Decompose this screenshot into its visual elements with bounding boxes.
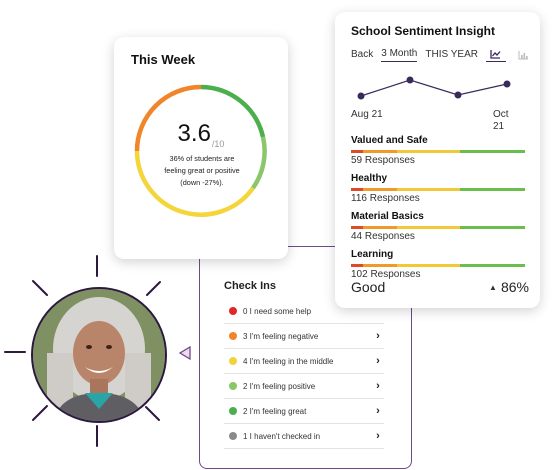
metric-distribution-bar xyxy=(351,188,525,191)
ring-segment-orange xyxy=(134,84,202,152)
status-dot-icon xyxy=(229,357,237,365)
range-start-label: Aug 21 xyxy=(351,109,383,120)
checkin-row[interactable]: 4 I'm feeling in the middle › xyxy=(224,349,384,374)
overall-percentage: ▲ 86% xyxy=(489,279,529,295)
bar-segment-orange xyxy=(363,264,397,267)
metric-response-count: 116 Responses xyxy=(351,193,420,204)
triangle-marker-icon xyxy=(178,346,191,360)
week-summary-text: 36% of students are feeling great or pos… xyxy=(164,154,240,187)
bar-segment-orange xyxy=(363,150,397,153)
week-title: This Week xyxy=(131,52,196,67)
chevron-right-icon[interactable]: › xyxy=(376,405,380,417)
range-end-label: Oct 21 xyxy=(493,109,509,132)
bar-segment-green xyxy=(460,188,525,191)
status-dot-icon xyxy=(229,307,237,315)
score-value: 3.6 xyxy=(177,120,211,147)
overall-rating: Good ▲ 86% xyxy=(351,279,529,295)
tab-this-year[interactable]: THIS YEAR xyxy=(425,49,478,60)
sentiment-ring-gauge xyxy=(134,84,267,217)
metric-distribution-bar xyxy=(351,150,525,153)
chevron-right-icon[interactable]: › xyxy=(376,430,380,442)
checkin-label: 3 I'm feeling negative xyxy=(243,331,319,341)
chevron-right-icon[interactable]: › xyxy=(376,330,380,342)
metric-name: Material Basics xyxy=(351,211,424,222)
tab-3-month[interactable]: 3 Month xyxy=(381,48,418,62)
avatar xyxy=(31,287,167,423)
checkin-label: 0 I need some help xyxy=(243,306,312,316)
sparkline-point xyxy=(454,91,462,99)
sentiment-metrics-list: Valued and Safe 59 Responses Healthy 116 Re… xyxy=(351,135,525,287)
avatar-portrait xyxy=(33,289,165,421)
metric-response-count: 44 Responses xyxy=(351,231,415,242)
overall-pct-value: 86% xyxy=(500,279,529,295)
metric-response-count: 59 Responses xyxy=(351,155,415,166)
checkin-label: 4 I'm feeling in the middle xyxy=(243,356,334,366)
metric-name: Valued and Safe xyxy=(351,135,428,146)
status-dot-icon xyxy=(229,332,237,340)
bar-segment-green xyxy=(460,150,525,153)
checkin-label: 2 I'm feeling great xyxy=(243,406,307,416)
sparkline-point xyxy=(406,76,414,84)
checkin-row[interactable]: 0 I need some help xyxy=(224,299,384,324)
ring-segment-green xyxy=(200,84,266,138)
range-tabs: Back 3 Month THIS YEAR xyxy=(351,46,542,62)
checkin-label: 2 I'm feeling positive xyxy=(243,381,316,391)
sentiment-sparkline xyxy=(357,76,511,100)
checkin-label: 1 I haven't checked in xyxy=(243,431,321,441)
insight-title: School Sentiment Insight xyxy=(351,24,496,38)
sentiment-insight-card: School Sentiment Insight Back 3 Month TH… xyxy=(335,12,540,308)
bar-segment-red xyxy=(351,150,363,153)
bar-segment-yellow xyxy=(397,226,460,229)
bar-segment-yellow xyxy=(397,150,460,153)
bar-segment-orange xyxy=(363,188,397,191)
bar-segment-yellow xyxy=(397,264,460,267)
overall-label: Good xyxy=(351,279,386,295)
checkin-row[interactable]: 1 I haven't checked in › xyxy=(224,424,384,449)
bar-segment-yellow xyxy=(397,188,460,191)
status-dot-icon xyxy=(229,382,237,390)
sparkline-point xyxy=(357,92,365,100)
sun-rays-decoration xyxy=(4,255,161,447)
chevron-right-icon[interactable]: › xyxy=(376,380,380,392)
checkin-row[interactable]: 2 I'm feeling positive › xyxy=(224,374,384,399)
chevron-right-icon[interactable]: › xyxy=(376,355,380,367)
sparkline-point xyxy=(503,80,511,88)
metric-row[interactable]: Healthy 116 Responses xyxy=(351,173,525,205)
metric-row[interactable]: Learning 102 Responses xyxy=(351,249,525,281)
metric-name: Healthy xyxy=(351,173,388,184)
ring-segment-light-green xyxy=(251,136,267,190)
checkin-row[interactable]: 3 I'm feeling negative › xyxy=(224,324,384,349)
status-dot-icon xyxy=(229,407,237,415)
bar-segment-green xyxy=(460,226,525,229)
checkins-list: 0 I need some help 3 I'm feeling negative… xyxy=(224,299,384,449)
score-denominator: /10 xyxy=(211,139,225,149)
bar-chart-icon[interactable] xyxy=(514,47,534,62)
bar-segment-green xyxy=(460,264,525,267)
bar-segment-orange xyxy=(363,226,397,229)
metric-row[interactable]: Valued and Safe 59 Responses xyxy=(351,135,525,167)
tab-back[interactable]: Back xyxy=(351,49,374,60)
bar-segment-red xyxy=(351,264,363,267)
metric-name: Learning xyxy=(351,249,394,260)
line-chart-icon[interactable] xyxy=(485,46,506,62)
ring-segment-yellow xyxy=(134,150,255,217)
this-week-card: This Week 3.6/10 36% of students are fee… xyxy=(114,37,288,259)
status-dot-icon xyxy=(229,432,237,440)
trend-up-icon: ▲ xyxy=(489,283,497,292)
metric-distribution-bar xyxy=(351,264,525,267)
metric-response-count: 102 Responses xyxy=(351,269,421,280)
metric-distribution-bar xyxy=(351,226,525,229)
checkin-row[interactable]: 2 I'm feeling great › xyxy=(224,399,384,424)
bar-segment-red xyxy=(351,188,363,191)
metric-row[interactable]: Material Basics 44 Responses xyxy=(351,211,525,243)
checkins-title: Check Ins xyxy=(224,280,276,292)
score-display: 3.6/10 xyxy=(114,120,288,149)
bar-segment-red xyxy=(351,226,363,229)
